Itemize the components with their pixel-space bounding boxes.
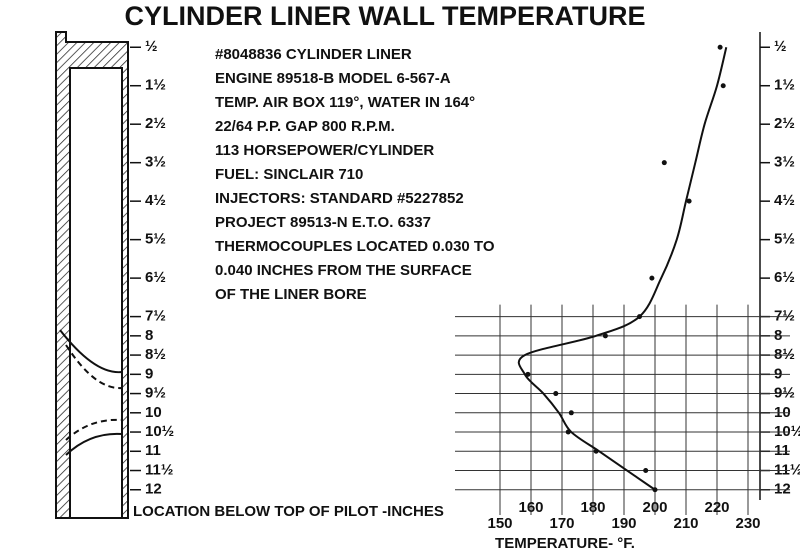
data-point (643, 468, 649, 474)
y-tick-label-right: 8 (774, 327, 782, 344)
y-tick-label-right: 11 (774, 442, 790, 459)
data-point (717, 44, 723, 50)
x-axis-label: TEMPERATURE- °F. (495, 535, 635, 552)
y-tick-label-left: 10 (145, 404, 162, 421)
note-line: OF THE LINER BORE (215, 286, 367, 303)
note-line: 0.040 INCHES FROM THE SURFACE (215, 262, 472, 279)
data-point (720, 83, 726, 89)
note-line: #8048836 CYLINDER LINER (215, 46, 412, 63)
liner-drawing (55, 31, 129, 519)
y-tick-label-left: 9 (145, 365, 153, 382)
y-tick-label-left: 11 (145, 442, 161, 459)
y-tick-label-left: 10½ (145, 423, 174, 440)
x-tick-label: 150 (487, 515, 512, 532)
y-tick-label-right: 9½ (774, 385, 795, 402)
y-tick-label-left: 8½ (145, 346, 166, 363)
y-tick-label-left: 1½ (145, 77, 166, 94)
y-tick-label-right: 7½ (774, 308, 795, 325)
y-tick-label-right: 11½ (774, 461, 800, 478)
x-tick-label: 180 (580, 499, 605, 516)
note-line: 22/64 P.P. GAP 800 R.P.M. (215, 118, 395, 135)
data-point (553, 391, 559, 397)
y-tick-label-left: 12 (145, 481, 162, 498)
data-point (568, 410, 574, 416)
note-line: THERMOCOUPLES LOCATED 0.030 TO (215, 238, 495, 255)
y-tick-label-left: 2½ (145, 115, 166, 132)
note-line: PROJECT 89513-N E.T.O. 6337 (215, 214, 431, 231)
x-tick-label: 170 (549, 515, 574, 532)
note-line: TEMP. AIR BOX 119°, WATER IN 164° (215, 94, 475, 111)
y-tick-label-left: 4½ (145, 192, 166, 209)
x-tick-label: 220 (704, 499, 729, 516)
y-tick-label-left: 7½ (145, 308, 166, 325)
y-tick-label-right: 4½ (774, 192, 795, 209)
x-tick-label: 230 (735, 515, 760, 532)
data-point (661, 160, 667, 166)
x-tick-label: 210 (673, 515, 698, 532)
y-tick-label-right: 1½ (774, 77, 795, 94)
y-tick-label-right: 8½ (774, 346, 795, 363)
x-tick-label: 200 (642, 499, 667, 516)
temperature-curve (517, 47, 728, 491)
y-tick-label-left: 5½ (145, 231, 166, 248)
y-tick-label-right: 12 (774, 481, 791, 498)
y-tick-label-right: 3½ (774, 154, 795, 171)
x-tick-label: 160 (518, 499, 543, 516)
y-tick-label-left: 11½ (145, 461, 173, 478)
data-point (649, 275, 655, 281)
y-tick-label-right: 2½ (774, 115, 795, 132)
y-axis-label: LOCATION BELOW TOP OF PILOT -INCHES (133, 503, 444, 520)
y-tick-label-right: 6½ (774, 269, 795, 286)
data-point (602, 333, 608, 339)
chart-title: CYLINDER LINER WALL TEMPERATURE (124, 1, 645, 31)
y-tick-label-right: 10 (774, 404, 791, 421)
x-tick-label: 190 (611, 515, 636, 532)
y-tick-label-right: 9 (774, 365, 782, 382)
y-tick-label-left: 8 (145, 327, 153, 344)
data-point (686, 198, 692, 204)
note-line: INJECTORS: STANDARD #5227852 (215, 190, 464, 207)
y-tick-label-left: ½ (145, 38, 158, 55)
note-line: ENGINE 89518-B MODEL 6-567-A (215, 70, 451, 87)
y-tick-label-right: ½ (774, 38, 787, 55)
y-tick-label-left: 9½ (145, 385, 166, 402)
y-tick-label-right: 5½ (774, 231, 795, 248)
note-line: 113 HORSEPOWER/CYLINDER (215, 142, 434, 159)
y-tick-label-left: 3½ (145, 154, 166, 171)
note-line: FUEL: SINCLAIR 710 (215, 166, 363, 183)
y-tick-label-right: 10½ (774, 423, 800, 440)
y-tick-label-left: 6½ (145, 269, 166, 286)
